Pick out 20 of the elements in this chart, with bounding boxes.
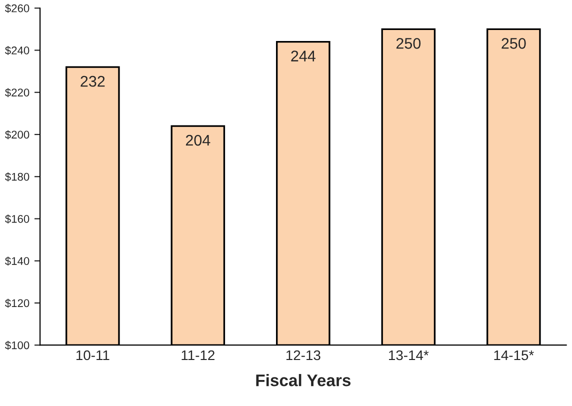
- data-label: 204: [186, 134, 210, 146]
- y-tick-label: $260: [5, 4, 30, 13]
- y-tick-label: $220: [5, 88, 30, 98]
- x-tick-label: 10-11: [76, 350, 110, 360]
- y-tick-label: $120: [5, 298, 30, 308]
- y-tick-label: $180: [5, 172, 30, 182]
- y-tick-label: $100: [5, 340, 30, 350]
- data-label: 232: [80, 76, 105, 87]
- x-tick-label: 12-13: [286, 350, 320, 360]
- x-tick-label: 14-15*: [494, 350, 534, 360]
- x-tick-label: 11-12: [182, 350, 214, 360]
- y-tick-label: $240: [5, 46, 30, 56]
- data-label: 244: [291, 50, 316, 62]
- x-tick-label: 13-14*: [389, 350, 429, 360]
- y-tick-label: $140: [5, 256, 30, 266]
- data-label: 250: [502, 38, 526, 49]
- data-label: 250: [396, 38, 421, 49]
- y-tick-label: $160: [5, 214, 30, 224]
- x-axis-title: Fiscal Years: [256, 374, 351, 386]
- y-tick-label: $200: [5, 130, 30, 140]
